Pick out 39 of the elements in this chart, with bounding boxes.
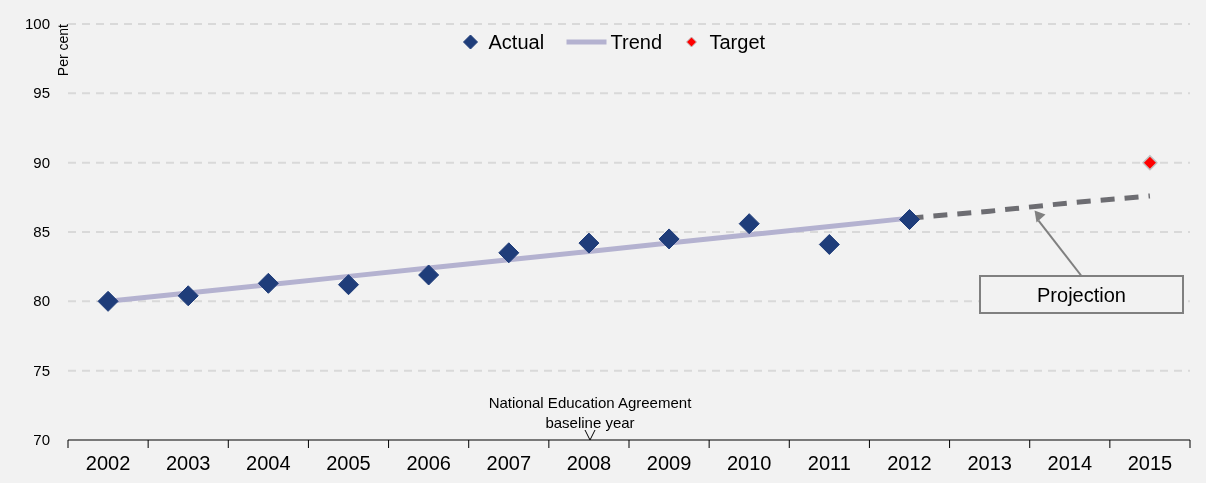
y-tick-label: 75 [33,361,50,379]
x-tick-label: 2005 [326,452,371,474]
point [257,272,279,294]
x-tick-label: 2003 [165,452,211,474]
point [738,213,760,235]
x-tick-label: 2014 [1047,452,1093,474]
x-tick-label: 2011 [807,452,851,474]
point [818,233,840,255]
y-tick-label: 95 [33,84,50,102]
x-tick-label: 2008 [566,452,612,474]
x-tick-label: 2002 [85,452,131,474]
y-tick-label: 85 [33,223,50,240]
point [1142,154,1158,171]
x-tick-label: 2015 [1127,452,1173,474]
y-tick-label: 80 [33,292,50,310]
y-tick-label: 70 [33,431,50,448]
point [899,209,920,231]
legend-label: Target [709,31,766,53]
x-tick-label: 2004 [246,452,291,474]
x-tick-label: 2007 [486,452,532,474]
point [338,274,359,296]
annotation: Projection [1037,284,1126,306]
x-tick-label: 2013 [967,452,1012,474]
y-tick-label: 90 [33,153,50,171]
point [97,290,119,312]
legend-label: Actual [488,31,545,53]
legend-label: Trend [610,31,663,53]
x-tick-label: 2009 [646,452,692,474]
x-tick-label: 2006 [406,452,451,474]
x-tick-label: 2012 [887,452,932,474]
annotation: National Education Agreement baseline year [488,394,693,431]
x-tick-label: 2010 [726,452,772,474]
point [578,232,600,254]
y-axis-title: Per cent [55,23,71,77]
point [658,228,680,250]
point [418,264,440,286]
point [498,242,520,264]
y-tick-label: 100 [24,15,50,32]
point [177,285,199,307]
